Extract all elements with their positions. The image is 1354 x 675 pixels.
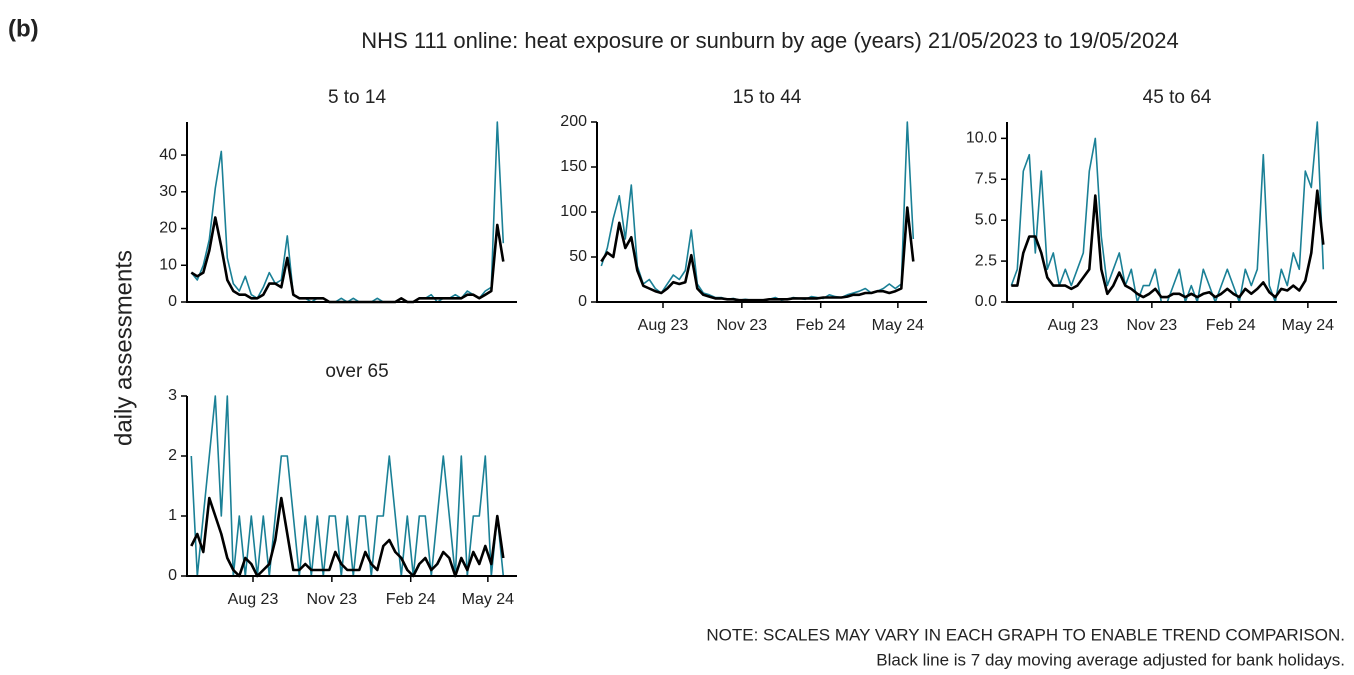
y-tick-label: 0	[578, 293, 587, 310]
data-line	[600, 121, 915, 302]
figure-title: NHS 111 online: heat exposure or sunburn…	[361, 28, 1178, 53]
x-tick-label: Feb 24	[796, 317, 846, 334]
y-tick-label: 50	[569, 248, 587, 265]
x-tick-label: Nov 23	[1127, 317, 1178, 334]
y-tick-label: 200	[560, 113, 587, 130]
y-tick-label: 0.0	[975, 293, 997, 310]
data-line	[190, 395, 505, 577]
x-tick-label: Feb 24	[386, 591, 436, 608]
y-tick-label: 10.0	[966, 130, 997, 147]
data-line	[1011, 189, 1325, 299]
x-tick-label: May 24	[462, 591, 515, 608]
x-tick-label: Nov 23	[307, 591, 358, 608]
y-tick-label: 30	[159, 183, 177, 200]
y-axis-label: daily assessments	[110, 250, 137, 446]
y-tick-label: 2.5	[975, 252, 997, 269]
y-tick-label: 10	[159, 256, 177, 273]
y-tick-label: 20	[159, 220, 177, 237]
y-tick-label: 3	[168, 387, 177, 404]
panel-title: 5 to 14	[328, 87, 387, 108]
y-tick-label: 40	[159, 146, 177, 163]
y-tick-label: 5.0	[975, 211, 997, 228]
data-line	[600, 206, 915, 302]
x-tick-label: Feb 24	[1206, 317, 1256, 334]
y-tick-label: 100	[560, 203, 587, 220]
x-tick-label: Aug 23	[1048, 317, 1099, 334]
data-line	[1010, 121, 1325, 303]
y-tick-label: 150	[560, 158, 587, 175]
y-tick-label: 7.5	[975, 170, 997, 187]
y-tick-label: 0	[168, 293, 177, 310]
data-line	[190, 496, 505, 578]
note: Black line is 7 day moving average adjus…	[876, 650, 1345, 669]
y-tick-label: 2	[168, 447, 177, 464]
panel-title: over 65	[325, 361, 388, 382]
panel-title: 15 to 44	[733, 87, 802, 108]
x-tick-label: Nov 23	[717, 317, 768, 334]
x-tick-label: May 24	[872, 317, 925, 334]
panel-label: (b)	[8, 15, 39, 42]
note: NOTE: SCALES MAY VARY IN EACH GRAPH TO E…	[706, 625, 1345, 644]
y-tick-label: 1	[168, 507, 177, 524]
x-tick-label: May 24	[1282, 317, 1335, 334]
x-tick-label: Aug 23	[228, 591, 279, 608]
y-tick-label: 0	[168, 567, 177, 584]
panel-title: 45 to 64	[1143, 87, 1212, 108]
data-line	[190, 121, 505, 303]
x-tick-label: Aug 23	[638, 317, 689, 334]
